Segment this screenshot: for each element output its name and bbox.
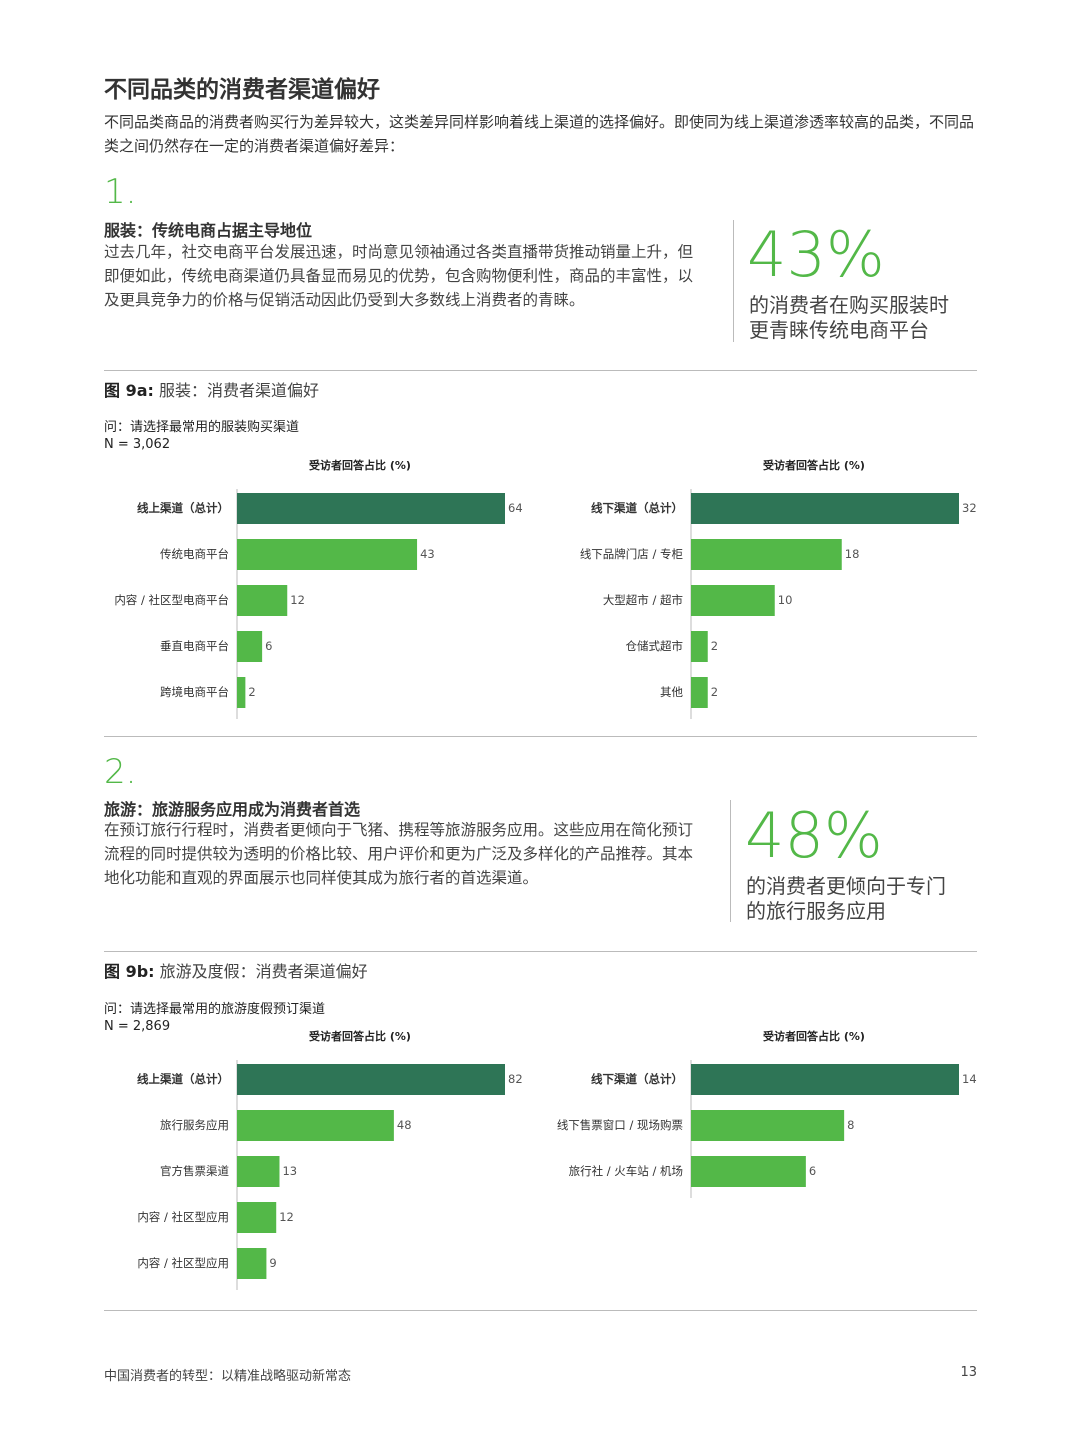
value-label: 6 bbox=[809, 1164, 816, 1178]
figure-caption: 图 9a: 服装：消费者渠道偏好 bbox=[104, 377, 319, 401]
category-label: 旅行服务应用 bbox=[160, 1118, 229, 1132]
value-label: 12 bbox=[279, 1210, 294, 1224]
footer-text: 中国消费者的转型：以精准战略驱动新常态 bbox=[104, 1369, 352, 1384]
value-label: 43 bbox=[420, 547, 435, 561]
section-body: 过去几年，社交电商平台发展迅速，时尚意见领袖通过各类直播带货推动销量上升，但即便… bbox=[104, 243, 694, 309]
question: 问：请选择最常用的服装购买渠道 bbox=[104, 420, 300, 435]
category-label: 线上渠道（总计） bbox=[137, 501, 229, 515]
axis-label: 受访者回答占比 (%) bbox=[763, 1029, 865, 1043]
figure-label: 图 9a: bbox=[104, 381, 154, 400]
value-label: 12 bbox=[290, 593, 305, 607]
section-body: 在预订旅行行程时，消费者更倾向于飞猪、携程等旅游服务应用。这些应用在简化预订流程… bbox=[104, 821, 694, 887]
bar bbox=[691, 1156, 806, 1187]
category-label: 线下售票窗口 / 现场购票 bbox=[557, 1118, 683, 1132]
category-label: 线下渠道（总计） bbox=[591, 501, 683, 515]
section-heading: 旅游：旅游服务应用成为消费者首选 bbox=[104, 800, 361, 819]
category-label: 线上渠道（总计） bbox=[137, 1072, 229, 1086]
axis-label: 受访者回答占比 (%) bbox=[309, 458, 411, 472]
category-label: 跨境电商平台 bbox=[160, 685, 229, 699]
category-label: 线下渠道（总计） bbox=[591, 1072, 683, 1086]
page-title: 不同品类的消费者渠道偏好 bbox=[104, 77, 380, 103]
category-label: 内容 / 社区型应用 bbox=[137, 1210, 229, 1224]
bar bbox=[237, 631, 263, 662]
value-label: 32 bbox=[962, 501, 977, 515]
question: 问：请选择最常用的旅游度假预订渠道 bbox=[104, 1002, 326, 1017]
value-label: 6 bbox=[265, 639, 272, 653]
sample-size: N = 3,062 bbox=[104, 437, 171, 452]
page-number: 13 bbox=[960, 1365, 977, 1380]
stat: 48% bbox=[745, 799, 883, 872]
bar bbox=[237, 493, 505, 524]
rule bbox=[104, 951, 977, 952]
axis-label: 受访者回答占比 (%) bbox=[763, 458, 865, 472]
section-heading: 服装：传统电商占据主导地位 bbox=[104, 221, 313, 240]
section-number: 1. bbox=[104, 172, 137, 212]
bar bbox=[691, 631, 708, 662]
bar bbox=[691, 539, 842, 570]
stat-text: 的消费者在购买服装时更青睐传统电商平台 bbox=[749, 293, 949, 342]
value-label: 2 bbox=[711, 639, 718, 653]
bar bbox=[691, 677, 708, 708]
figure-title: 旅游及度假：消费者渠道偏好 bbox=[159, 962, 368, 981]
figure-label: 图 9b: bbox=[104, 962, 155, 981]
value-label: 2 bbox=[711, 685, 718, 699]
bar bbox=[237, 1248, 267, 1279]
category-label: 垂直电商平台 bbox=[160, 639, 229, 653]
value-label: 2 bbox=[248, 685, 255, 699]
figure-title: 服装：消费者渠道偏好 bbox=[159, 381, 320, 400]
category-label: 传统电商平台 bbox=[160, 547, 229, 561]
stat: 43% bbox=[747, 218, 885, 291]
value-label: 8 bbox=[847, 1118, 854, 1132]
rule bbox=[104, 736, 977, 737]
value-label: 64 bbox=[508, 501, 523, 515]
value-label: 82 bbox=[508, 1072, 523, 1086]
value-label: 13 bbox=[282, 1164, 297, 1178]
stat-text: 的消费者更倾向于专门的旅行服务应用 bbox=[746, 874, 946, 923]
bar bbox=[691, 493, 959, 524]
bar bbox=[691, 585, 775, 616]
section-number: 2. bbox=[104, 752, 137, 792]
value-label: 10 bbox=[778, 593, 793, 607]
bar bbox=[237, 1110, 394, 1141]
bar bbox=[691, 1110, 845, 1141]
value-label: 48 bbox=[397, 1118, 412, 1132]
rule bbox=[104, 1310, 977, 1311]
bar bbox=[237, 539, 418, 570]
divider bbox=[730, 800, 731, 922]
category-label: 大型超市 / 超市 bbox=[603, 593, 683, 607]
axis-label: 受访者回答占比 (%) bbox=[309, 1029, 411, 1043]
figure-caption: 图 9b: 旅游及度假：消费者渠道偏好 bbox=[104, 958, 368, 982]
category-label: 内容 / 社区型电商平台 bbox=[114, 593, 229, 607]
category-label: 官方售票渠道 bbox=[160, 1164, 229, 1178]
bar bbox=[237, 1064, 505, 1095]
bar bbox=[237, 585, 288, 616]
value-label: 9 bbox=[269, 1256, 276, 1270]
bar bbox=[237, 1156, 280, 1187]
category-label: 其他 bbox=[660, 685, 683, 699]
value-label: 14 bbox=[962, 1072, 977, 1086]
category-label: 仓储式超市 bbox=[626, 639, 684, 653]
sample-size: N = 2,869 bbox=[104, 1019, 171, 1034]
divider bbox=[733, 220, 734, 342]
bar bbox=[691, 1064, 959, 1095]
value-label: 18 bbox=[845, 547, 860, 561]
category-label: 内容 / 社区型应用 bbox=[137, 1256, 229, 1270]
category-label: 线下品牌门店 / 专柜 bbox=[580, 547, 683, 561]
rule bbox=[104, 370, 977, 371]
category-label: 旅行社 / 火车站 / 机场 bbox=[569, 1164, 683, 1178]
bar bbox=[237, 1202, 277, 1233]
bar bbox=[237, 677, 246, 708]
intro: 不同品类商品的消费者购买行为差异较大，这类差异同样影响着线上渠道的选择偏好。即使… bbox=[104, 113, 975, 155]
